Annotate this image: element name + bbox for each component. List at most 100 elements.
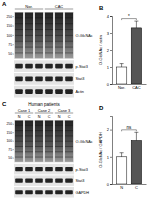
error-stem	[136, 132, 137, 140]
marker-tick	[13, 132, 15, 133]
x-tick: CAC	[132, 84, 141, 90]
blot-streak	[25, 52, 33, 53]
y-tick: 3	[107, 31, 112, 36]
lane-label: C	[48, 115, 51, 119]
panel-label: C	[2, 101, 7, 107]
blot-background	[14, 12, 74, 59]
blot-streak	[25, 135, 33, 136]
y-tick-label: 2	[107, 48, 110, 53]
blot-streak	[45, 125, 53, 126]
blot-streak	[55, 41, 63, 42]
error-bar	[120, 153, 124, 157]
group-underline	[55, 113, 73, 114]
error-bar	[134, 21, 138, 28]
blot-streak	[35, 146, 43, 147]
blot-streak	[15, 141, 23, 142]
group-underline	[35, 113, 53, 114]
blot-streak	[65, 151, 73, 152]
blot-streak	[55, 130, 63, 131]
blot-band	[15, 89, 23, 94]
band-label: GAPDH	[76, 191, 90, 195]
blot-streak	[55, 47, 63, 48]
blot-streak	[45, 157, 53, 158]
chart: 012NCns	[107, 117, 147, 190]
x-axis: NC	[113, 184, 147, 190]
blot-streak	[55, 52, 63, 53]
blot-streak	[45, 17, 53, 18]
blot-band	[55, 77, 63, 82]
blot-streak	[15, 135, 23, 136]
bar	[116, 157, 126, 184]
marker-label: 250	[6, 122, 12, 126]
error-bar	[120, 64, 124, 67]
blot-streak	[35, 35, 43, 36]
marker-tick	[13, 149, 15, 150]
x-tick-label: C	[135, 185, 138, 190]
marker-label: 100	[6, 139, 12, 143]
blot-band	[25, 179, 33, 183]
band-label: p-Stat3	[76, 168, 88, 172]
blot-streak	[25, 17, 33, 18]
blot-band	[15, 77, 23, 82]
blot-streak	[55, 125, 63, 126]
x-axis: Nor. CAC	[113, 84, 147, 90]
blot-band	[55, 190, 63, 194]
bar	[131, 140, 141, 184]
marker-label: 150	[6, 131, 12, 135]
blot-band	[45, 77, 53, 82]
blot-background	[14, 60, 74, 72]
blot-band	[15, 167, 23, 171]
blot-band	[45, 167, 53, 171]
blot-band	[45, 190, 53, 194]
x-tick-label: CAC	[132, 85, 141, 90]
blot-streak	[45, 135, 53, 136]
blot-band	[65, 89, 73, 94]
significance-label: ns	[127, 125, 133, 130]
error-bar	[134, 132, 138, 140]
x-tick: N	[120, 184, 123, 190]
x-tick: C	[135, 184, 138, 190]
blot-streak	[45, 29, 53, 30]
blot-background	[14, 164, 74, 175]
band-label: O-GlcNAc	[76, 34, 93, 38]
y-tick-label: 1	[107, 65, 110, 70]
blot-background	[14, 73, 74, 85]
blot-streak	[35, 157, 43, 158]
y-tick-mark	[110, 184, 112, 185]
blot-lane	[25, 13, 33, 59]
blot-streak	[15, 52, 23, 53]
x-tick: Nor.	[118, 84, 125, 90]
error-stem	[136, 21, 137, 28]
marker-label: 50	[8, 52, 12, 56]
group-label: Case 3	[58, 108, 71, 113]
blot-background	[14, 86, 74, 98]
blot-band	[35, 190, 43, 194]
group-label: Nor.	[25, 4, 32, 9]
blot-band	[35, 179, 43, 183]
blot-streak	[25, 146, 33, 147]
blot-streak	[45, 146, 53, 147]
blot-lane	[35, 121, 43, 162]
blot-band	[15, 179, 23, 183]
y-tick: 1	[107, 155, 112, 160]
y-axis: 012	[107, 117, 113, 187]
blot-band	[55, 64, 63, 69]
blot-streak	[45, 35, 53, 36]
blot-streak	[65, 125, 73, 126]
marker-tick	[13, 16, 15, 17]
blot-streak	[65, 17, 73, 18]
blot-streak	[15, 157, 23, 158]
blot-streak	[55, 29, 63, 30]
marker-label: 50	[8, 156, 12, 160]
blot-band	[55, 167, 63, 171]
blot-band	[35, 64, 43, 69]
blot-background	[14, 120, 74, 162]
marker-tick	[13, 124, 15, 125]
blot-lane	[55, 121, 63, 162]
blot-band	[45, 64, 53, 69]
marker-label: 75	[8, 43, 12, 47]
blot-lane	[65, 13, 73, 59]
marker-tick	[13, 35, 15, 36]
blot-streak	[65, 130, 73, 131]
band-label: Actin	[76, 90, 84, 94]
